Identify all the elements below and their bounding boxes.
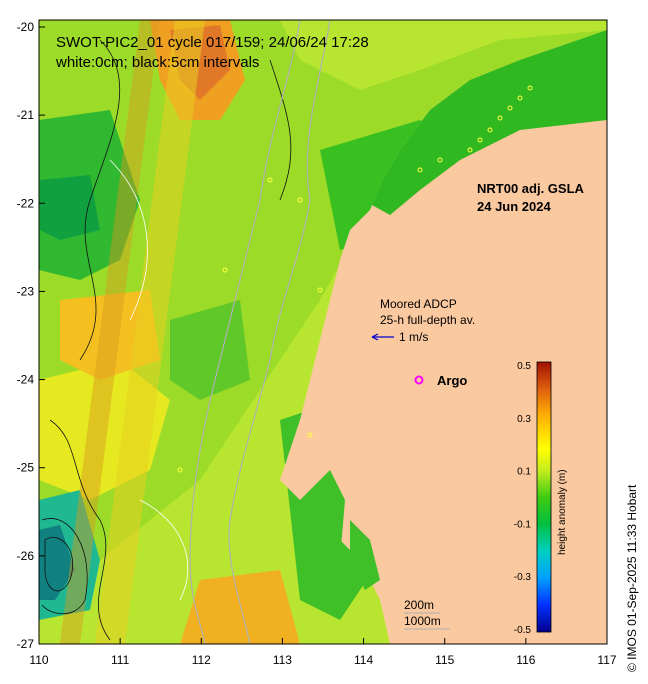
argo-label: Argo (437, 373, 467, 388)
zero-contours (109, 159, 189, 601)
swot-header-line2: white:0cm; black:5cm intervals (55, 54, 259, 71)
y-tick-label: -22 (17, 196, 35, 210)
product-label-line2: 24 Jun 2024 (477, 199, 551, 214)
colorbar-tick-label: -0.5 (514, 625, 532, 636)
colorbar: 0.5 0.3 0.1 -0.1 -0.3 -0.5 height anomaly (m) (514, 361, 568, 636)
y-tick-label: -20 (17, 20, 35, 34)
x-tick-label: 110 (29, 653, 48, 667)
isobaths-lines (189, 20, 331, 644)
mooring-label-line1: Moored ADCP (380, 297, 457, 311)
product-label-line1: NRT00 adj. GSLA (477, 181, 585, 196)
land-australia (280, 30, 607, 644)
x-tick-label: 117 (597, 653, 616, 667)
x-tick-label: 111 (111, 653, 130, 667)
y-tick-label: -26 (17, 549, 35, 563)
y-tick-label: -27 (17, 637, 35, 651)
y-tick-label: -25 (17, 461, 35, 475)
sea-patch-green-mid (170, 300, 250, 400)
argo-floats-track (177, 85, 533, 473)
colorbar-tick-label: -0.3 (514, 572, 532, 583)
sea-patch-darkgreen (40, 175, 100, 240)
swot-swath-west (60, 20, 160, 644)
colorbar-tick-label: 0.1 (517, 467, 531, 478)
x-tick-label: 114 (354, 653, 373, 667)
velocity-scale-label: 1 m/s (399, 330, 428, 344)
swot-header-line1: SWOT-PIC2_01 cycle 017/159; 24/06/24 17:… (56, 34, 369, 51)
x-tick-label: 115 (435, 653, 454, 667)
colorbar-title: height anomaly (m) (557, 469, 568, 555)
isobath-1000m-label: 1000m (404, 614, 441, 628)
colorbar-tick-label: 0.3 (517, 414, 531, 425)
contours (41, 39, 292, 641)
argo-marker-icon (414, 375, 424, 385)
y-tick-label: -23 (17, 284, 35, 298)
colorbar-gradient (536, 361, 552, 633)
isobath-200m-label: 200m (404, 598, 434, 612)
sea-patch-orange-south (180, 570, 300, 644)
map-area (39, 20, 607, 644)
map-frame (38, 19, 608, 645)
colorbar-tick-label: -0.1 (514, 519, 532, 530)
y-axis: -20 -21 -22 -23 -24 -25 -26 -27 (17, 20, 45, 651)
y-tick-label: -21 (17, 108, 35, 122)
coastal-green (372, 30, 607, 215)
x-tick-label: 112 (192, 653, 211, 667)
bay-water (300, 470, 345, 590)
colorbar-tick-label: 0.5 (517, 361, 531, 372)
velocity-arrow-icon (371, 333, 394, 341)
x-axis: 110 111 112 113 114 115 116 117 (29, 638, 617, 667)
x-tick-label: 116 (516, 653, 535, 667)
bay-water-2 (350, 520, 380, 590)
credit-label: © IMOS 01-Sep-2025 11:33 Hobart (625, 484, 639, 672)
y-tick-label: -24 (17, 373, 35, 387)
swot-swath-east (95, 20, 205, 644)
x-tick-label: 113 (273, 653, 292, 667)
mooring-label-line2: 25-h full-depth av. (380, 313, 475, 327)
colorbar-ticks: 0.5 0.3 0.1 -0.1 -0.3 -0.5 (514, 361, 532, 636)
